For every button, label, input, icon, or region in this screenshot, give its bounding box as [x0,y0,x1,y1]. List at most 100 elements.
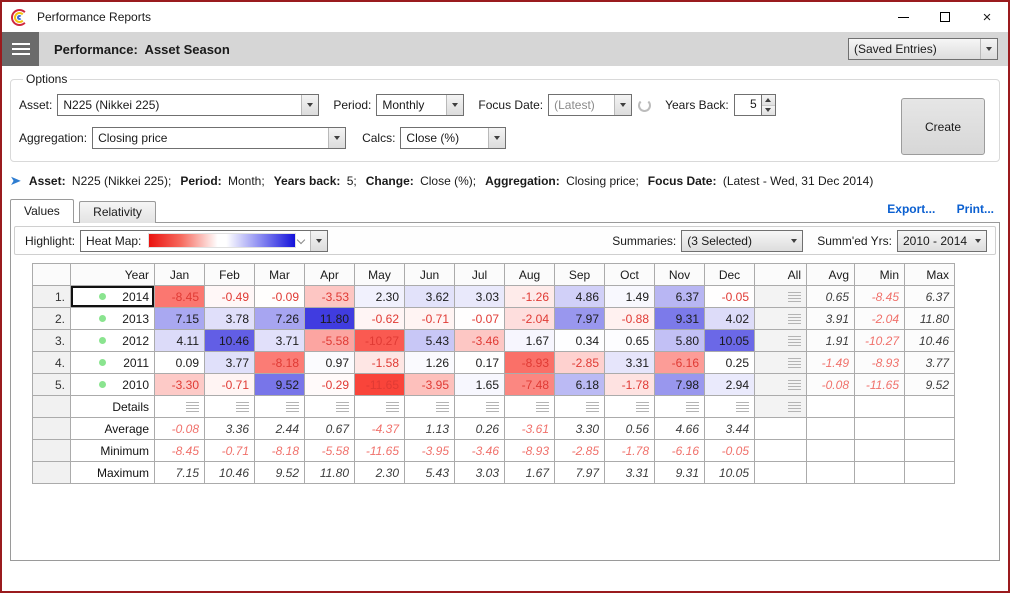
value-cell[interactable]: -0.62 [354,307,405,330]
details-list-icon[interactable] [686,402,699,413]
value-cell[interactable]: 1.67 [504,329,555,352]
asset-dropdown-button[interactable] [301,95,319,115]
value-cell[interactable]: -1.58 [354,351,405,374]
value-cell[interactable]: 5.80 [654,329,705,352]
value-cell[interactable]: -10.27 [354,329,405,352]
avg-column-header[interactable]: Avg [806,263,855,286]
all-column-header[interactable]: All [754,263,807,286]
details-list-icon[interactable] [788,402,801,413]
value-cell[interactable]: 10.46 [204,329,255,352]
month-column-header[interactable]: Aug [504,263,555,286]
tab-relativity[interactable]: Relativity [79,201,156,223]
all-details-cell[interactable] [754,285,807,308]
summaries-dropdown[interactable]: (3 Selected) [681,229,804,252]
aggregation-dropdown[interactable]: Closing price [92,127,347,149]
value-cell[interactable]: -0.71 [404,307,455,330]
month-column-header[interactable]: Nov [654,263,705,286]
value-cell[interactable]: 2.94 [704,373,755,396]
value-cell[interactable]: -0.07 [454,307,505,330]
saved-entries-dropdown-button[interactable] [980,39,997,59]
refresh-icon[interactable] [638,98,652,112]
details-cell[interactable] [354,395,405,418]
value-cell[interactable]: 6.18 [554,373,605,396]
value-cell[interactable]: 0.17 [454,351,505,374]
details-list-icon[interactable] [788,314,801,325]
summed-years-dropdown-button[interactable] [969,231,986,251]
value-cell[interactable]: -8.45 [154,285,205,308]
calcs-dropdown-button[interactable] [488,128,506,148]
value-cell[interactable]: 1.26 [404,351,455,374]
details-list-icon[interactable] [788,380,801,391]
month-column-header[interactable]: Jul [454,263,505,286]
month-column-header[interactable]: Dec [704,263,755,286]
years-back-value[interactable]: 5 [733,94,762,116]
years-back-stepper[interactable]: 5 [733,94,776,116]
details-cell[interactable] [204,395,255,418]
value-cell[interactable]: -0.88 [604,307,655,330]
all-details-cell[interactable] [754,307,807,330]
month-column-header[interactable]: Feb [204,263,255,286]
focus-date-dropdown[interactable]: (Latest) [548,94,633,116]
value-cell[interactable]: -8.93 [504,351,555,374]
highlight-dropdown-button[interactable] [310,230,328,251]
value-cell[interactable]: -3.53 [304,285,355,308]
details-list-icon[interactable] [788,336,801,347]
month-column-header[interactable]: May [354,263,405,286]
minimize-button[interactable] [882,2,924,32]
spin-up-button[interactable] [761,95,775,105]
details-list-icon[interactable] [736,402,749,413]
details-list-icon[interactable] [236,402,249,413]
value-cell[interactable]: 1.65 [454,373,505,396]
value-cell[interactable]: -7.48 [504,373,555,396]
value-cell[interactable]: -0.49 [204,285,255,308]
value-cell[interactable]: 4.02 [704,307,755,330]
value-cell[interactable]: -5.58 [304,329,355,352]
value-cell[interactable]: 9.52 [254,373,305,396]
year-cell[interactable]: 2010 [70,373,155,396]
all-details-cell[interactable] [754,351,807,374]
hamburger-menu-button[interactable] [2,32,39,66]
details-cell[interactable] [254,395,305,418]
details-list-icon[interactable] [186,402,199,413]
value-cell[interactable]: -6.16 [654,351,705,374]
month-column-header[interactable]: Apr [304,263,355,286]
details-cell[interactable] [654,395,705,418]
value-cell[interactable]: 7.97 [554,307,605,330]
value-cell[interactable]: 9.31 [654,307,705,330]
value-cell[interactable]: -0.71 [204,373,255,396]
value-cell[interactable]: -1.78 [604,373,655,396]
details-list-icon[interactable] [788,358,801,369]
all-details-cell[interactable] [754,329,807,352]
details-cell[interactable] [504,395,555,418]
period-dropdown-button[interactable] [446,95,464,115]
details-list-icon[interactable] [586,402,599,413]
value-cell[interactable]: -3.95 [404,373,455,396]
all-details-cell[interactable] [754,395,807,418]
details-cell[interactable] [704,395,755,418]
period-dropdown[interactable]: Monthly [376,94,465,116]
value-cell[interactable]: 1.49 [604,285,655,308]
value-cell[interactable]: 10.05 [704,329,755,352]
summaries-dropdown-button[interactable] [785,231,802,251]
value-cell[interactable]: 0.25 [704,351,755,374]
value-cell[interactable]: 7.26 [254,307,305,330]
value-cell[interactable]: 6.37 [654,285,705,308]
details-list-icon[interactable] [788,292,801,303]
value-cell[interactable]: 5.43 [404,329,455,352]
year-column-header[interactable]: Year [70,263,155,286]
value-cell[interactable]: 3.62 [404,285,455,308]
create-button[interactable]: Create [901,98,985,155]
value-cell[interactable]: 3.71 [254,329,305,352]
maximize-button[interactable] [924,2,966,32]
value-cell[interactable]: 4.11 [154,329,205,352]
close-button[interactable]: × [966,2,1008,32]
value-cell[interactable]: 3.03 [454,285,505,308]
spin-down-button[interactable] [761,104,775,115]
details-cell[interactable] [404,395,455,418]
aggregation-dropdown-button[interactable] [328,128,346,148]
year-cell[interactable]: 2011 [70,351,155,374]
value-cell[interactable]: -3.30 [154,373,205,396]
value-cell[interactable]: -1.26 [504,285,555,308]
highlight-mode-dropdown[interactable]: Heat Map: [80,229,329,252]
value-cell[interactable]: 3.31 [604,351,655,374]
